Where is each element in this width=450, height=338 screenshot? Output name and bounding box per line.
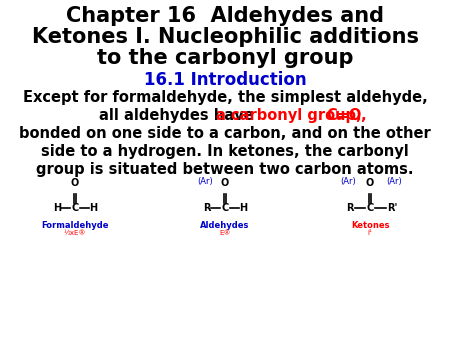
Text: I¹: I¹ [368,230,373,236]
Text: R': R' [387,203,397,213]
Text: C=O,: C=O, [327,108,367,123]
Text: Except for formaldehyde, the simplest aldehyde,: Except for formaldehyde, the simplest al… [22,90,427,105]
Text: O: O [221,178,229,188]
Text: C: C [366,203,373,213]
Text: bonded on one side to a carbon, and on the other: bonded on one side to a carbon, and on t… [19,126,431,141]
Text: Chapter 16  Aldehydes and: Chapter 16 Aldehydes and [66,6,384,26]
Text: Formaldehyde: Formaldehyde [41,221,109,230]
Text: Ketones: Ketones [351,221,389,230]
Text: a carbonyl group,: a carbonyl group, [216,108,366,123]
Text: O: O [366,178,374,188]
Text: C: C [72,203,79,213]
Text: group is situated between two carbon atoms.: group is situated between two carbon ato… [36,162,414,177]
Text: (Ar): (Ar) [197,177,213,186]
Text: 16.1 Introduction: 16.1 Introduction [144,71,306,89]
Text: R: R [203,203,211,213]
Text: H: H [239,203,247,213]
Text: H: H [53,203,61,213]
Text: all aldehydes have: all aldehydes have [99,108,259,123]
Text: side to a hydrogen. In ketones, the carbonyl: side to a hydrogen. In ketones, the carb… [41,144,409,159]
Text: C: C [221,203,229,213]
Text: R: R [346,203,354,213]
Text: (Ar): (Ar) [340,177,356,186]
Text: to the carbonyl group: to the carbonyl group [97,48,353,68]
Text: (Ar): (Ar) [386,177,402,186]
Text: H: H [89,203,97,213]
Text: Ketones I. Nucleophilic additions: Ketones I. Nucleophilic additions [32,27,419,47]
Text: Aldehydes: Aldehydes [200,221,250,230]
Text: ½xE®: ½xE® [64,230,86,236]
Text: O: O [71,178,79,188]
Text: E®: E® [219,230,231,236]
